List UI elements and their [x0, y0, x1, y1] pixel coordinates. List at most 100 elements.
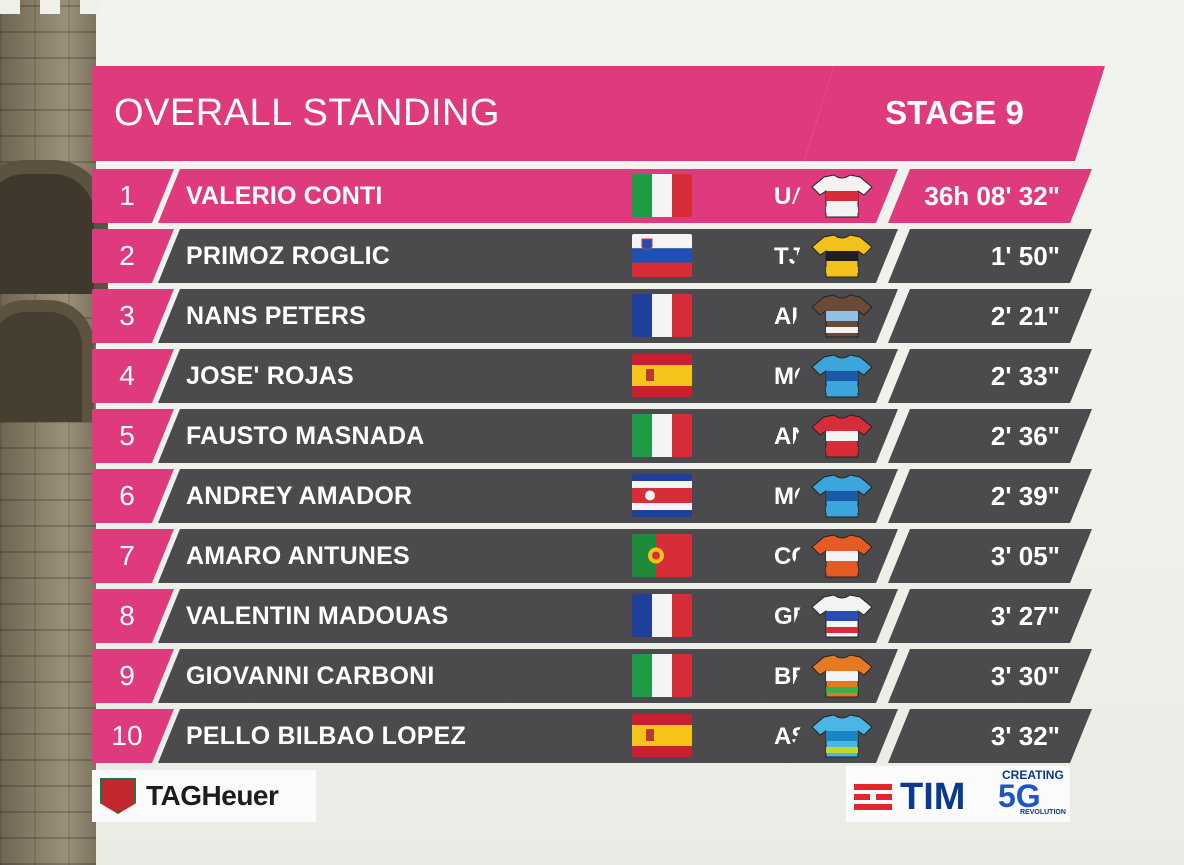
jersey-cell	[786, 649, 898, 703]
rider-name-bar: ANDREY AMADORMOV	[158, 469, 894, 523]
rider-time: 3' 32"	[990, 721, 1060, 751]
header-stage-panel: STAGE 9	[804, 66, 1105, 161]
position-number: 6	[119, 480, 135, 511]
tag-heuer-wordmark: TAGHeuer	[146, 780, 279, 811]
portugal-flag-icon	[632, 534, 692, 577]
position-cell: 1	[92, 169, 174, 223]
brown-blue-jersey-icon	[810, 293, 874, 339]
white-red-jersey-icon	[810, 173, 874, 219]
rider-time: 1' 50"	[990, 241, 1060, 271]
standing-row: ANDREY AMADORMOV 2' 39" 6	[92, 469, 1092, 523]
position-number: 3	[119, 300, 135, 331]
rider-time: 3' 27"	[990, 601, 1060, 631]
rider-name-bar: AMARO ANTUNESCCC	[158, 529, 894, 583]
orange-green-jersey-icon	[810, 653, 874, 699]
jersey-cell	[786, 469, 898, 523]
standing-row: VALERIO CONTIUAD 36h 08' 32" 1	[92, 169, 1092, 223]
rider-name-bar: VALERIO CONTIUAD	[158, 169, 894, 223]
creating-5g-bottom: REVOLUTION	[1020, 809, 1066, 816]
position-cell: 6	[92, 469, 174, 523]
france-flag-icon	[632, 294, 692, 337]
jersey-cell	[786, 709, 898, 763]
slovenia-flag-icon	[632, 234, 692, 277]
time-cell: 1' 50"	[888, 229, 1092, 283]
time-cell: 36h 08' 32"	[888, 169, 1092, 223]
time-cell: 3' 32"	[888, 709, 1092, 763]
jersey-cell	[786, 409, 898, 463]
rider-name: GIOVANNI CARBONI	[186, 662, 435, 690]
position-cell: 3	[92, 289, 174, 343]
rider-name-bar: JOSE' ROJASMOV	[158, 349, 894, 403]
rider-name: AMARO ANTUNES	[186, 542, 410, 570]
rider-name-bar: GIOVANNI CARBONIBRD	[158, 649, 894, 703]
position-number: 10	[111, 720, 143, 751]
tim-wordmark: TIM	[900, 776, 966, 818]
rider-name: ANDREY AMADOR	[186, 482, 413, 510]
rider-name: NANS PETERS	[186, 302, 367, 330]
orange-jersey-icon	[810, 533, 874, 579]
header-title-panel: OVERALL STANDING	[92, 66, 834, 161]
standing-row: FAUSTO MASNADAANS 2' 36" 5	[92, 409, 1092, 463]
costa-rica-flag-icon	[632, 474, 692, 517]
rider-name: VALERIO CONTI	[186, 182, 383, 210]
tag-heuer-logo: TAGHeuer	[92, 770, 316, 822]
page-title: OVERALL STANDING	[114, 92, 500, 134]
red-white-jersey-icon	[810, 413, 874, 459]
standing-row: PRIMOZ ROGLIC TJV 1' 50" 2	[92, 229, 1092, 283]
blue-m-jersey-icon	[810, 473, 874, 519]
rider-name-bar: NANS PETERSALM	[158, 289, 894, 343]
rider-name-bar: FAUSTO MASNADAANS	[158, 409, 894, 463]
position-number: 4	[119, 360, 135, 391]
standing-row: GIOVANNI CARBONIBRD 3' 30" 9	[92, 649, 1092, 703]
rider-name-bar: VALENTIN MADOUASGFC	[158, 589, 894, 643]
italy-flag-icon	[632, 654, 692, 697]
time-cell: 2' 33"	[888, 349, 1092, 403]
rider-time: 2' 39"	[990, 481, 1060, 511]
time-cell: 3' 27"	[888, 589, 1092, 643]
position-number: 9	[119, 660, 135, 691]
spain-flag-icon	[632, 714, 692, 757]
position-number: 8	[119, 600, 135, 631]
position-cell: 7	[92, 529, 174, 583]
rider-name: PRIMOZ ROGLIC	[186, 242, 390, 270]
creating-5g-mid: 5G	[998, 778, 1041, 814]
rider-time: 2' 36"	[990, 421, 1060, 451]
rider-time: 3' 30"	[990, 661, 1060, 691]
standing-row: NANS PETERSALM 2' 21" 3	[92, 289, 1092, 343]
white-blue-red-jersey-icon	[810, 593, 874, 639]
jersey-cell	[786, 289, 898, 343]
standing-row: PELLO BILBAO LOPEZAST 3' 32" 10	[92, 709, 1092, 763]
standing-row: JOSE' ROJASMOV 2' 33" 4	[92, 349, 1092, 403]
stage-label: STAGE 9	[885, 94, 1024, 131]
time-cell: 3' 30"	[888, 649, 1092, 703]
rider-name: VALENTIN MADOUAS	[186, 602, 449, 630]
yellow-black-jersey-icon	[810, 233, 874, 279]
jersey-cell	[786, 229, 898, 283]
time-cell: 2' 39"	[888, 469, 1092, 523]
tim-mark-icon	[854, 784, 892, 810]
tag-heuer-shield-icon	[100, 778, 136, 814]
position-number: 5	[119, 420, 135, 451]
jersey-cell	[786, 529, 898, 583]
rider-name-bar: PELLO BILBAO LOPEZAST	[158, 709, 894, 763]
rider-time: 36h 08' 32"	[924, 181, 1060, 211]
rider-name: PELLO BILBAO LOPEZ	[186, 722, 466, 750]
rider-name-bar: PRIMOZ ROGLIC TJV	[158, 229, 894, 283]
stone-tower-background	[0, 0, 108, 865]
position-number: 2	[119, 240, 135, 271]
jersey-cell	[786, 349, 898, 403]
rider-time: 2' 21"	[990, 301, 1060, 331]
spain-flag-icon	[632, 354, 692, 397]
rider-name: FAUSTO MASNADA	[186, 422, 425, 450]
position-number: 7	[119, 540, 135, 571]
jersey-cell	[786, 589, 898, 643]
italy-flag-icon	[632, 414, 692, 457]
france-flag-icon	[632, 594, 692, 637]
time-cell: 3' 05"	[888, 529, 1092, 583]
blue-m-jersey-icon	[810, 353, 874, 399]
standing-row: VALENTIN MADOUASGFC 3' 27" 8	[92, 589, 1092, 643]
creating-5g-top: CREATING	[1002, 768, 1064, 782]
rider-time: 3' 05"	[990, 541, 1060, 571]
tim-logo: TIM CREATING 5G REVOLUTION	[846, 766, 1070, 822]
time-cell: 2' 21"	[888, 289, 1092, 343]
